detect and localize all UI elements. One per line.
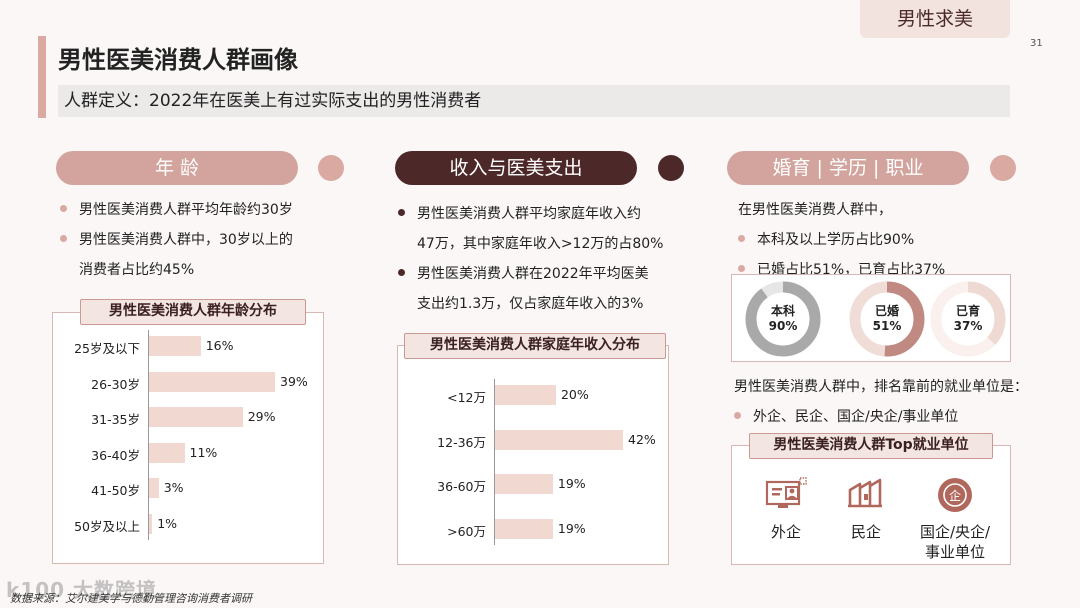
foreign-company-icon bbox=[764, 476, 808, 512]
state-enterprise-icon: 企 bbox=[936, 476, 974, 514]
bullet-item: 本科及以上学历占比90% bbox=[738, 225, 1058, 255]
bar bbox=[149, 478, 159, 498]
chart-axis bbox=[494, 379, 495, 545]
page-number: 31 bbox=[1030, 38, 1043, 49]
age-chart-title: 男性医美消费人群年龄分布 bbox=[80, 299, 306, 325]
donut-label: 已育 bbox=[955, 304, 980, 318]
education-donut: 本科 90% bbox=[744, 280, 822, 358]
category-label: 12-36万 bbox=[437, 434, 486, 450]
donut-arc bbox=[745, 281, 821, 357]
category-label: 26-30岁 bbox=[91, 376, 140, 392]
bullet-item: 男性医美消费人群中，30岁以上的 bbox=[60, 225, 360, 255]
employment-intro: 男性医美消费人群中，排名靠前的就业单位是： bbox=[734, 379, 1028, 395]
age-bullets: 男性医美消费人群平均年龄约30岁 男性医美消费人群中，30岁以上的 消费者占比约… bbox=[60, 195, 360, 285]
watermark: k100 大数跨境 bbox=[6, 578, 158, 602]
title-accent-bar bbox=[38, 36, 46, 118]
category-label: 36-60万 bbox=[437, 479, 486, 494]
profile-bullets: 在男性医美消费人群中， 本科及以上学历占比90% 已婚占比51%，已育占比37% bbox=[738, 195, 1058, 285]
bullet-item: 外企、民企、国企/央企/事业单位 bbox=[734, 402, 1074, 432]
income-chart-title: 男性医美消费人群家庭年收入分布 bbox=[404, 333, 666, 359]
value-label: 29% bbox=[247, 409, 276, 424]
page-title: 男性医美消费人群画像 bbox=[58, 46, 298, 74]
category-label: <12万 bbox=[447, 390, 486, 405]
value-label: 19% bbox=[557, 476, 586, 491]
bar bbox=[149, 371, 275, 392]
bar bbox=[495, 518, 553, 539]
audience-definition: 人群定义：2022年在医美上有过实际支出的男性消费者 bbox=[58, 85, 1010, 117]
donut-label: 本科 bbox=[770, 304, 795, 318]
income-distribution-chart: <12万 20% 12-36万 42% 36-60万 19% >60万 19% bbox=[397, 345, 669, 565]
section-tag: 男性求美 bbox=[860, 0, 1010, 38]
profile-intro: 在男性医美消费人群中， bbox=[738, 202, 892, 218]
donut-value: 90% bbox=[768, 319, 798, 333]
employer-label-state: 国企/央企/ 事业单位 bbox=[919, 523, 991, 561]
married-donut: 已婚 51% bbox=[848, 280, 926, 358]
category-label: 50岁及以上 bbox=[74, 518, 140, 534]
bar bbox=[149, 442, 185, 463]
value-label: 42% bbox=[628, 431, 656, 447]
donut-arc bbox=[930, 281, 1006, 357]
employer-label-foreign: 外企 bbox=[770, 523, 801, 541]
value-label: 11% bbox=[189, 444, 218, 460]
bar bbox=[495, 429, 623, 450]
svg-text:企: 企 bbox=[949, 488, 961, 503]
donut-label: 已婚 bbox=[874, 304, 899, 318]
bar bbox=[495, 474, 553, 494]
value-label: 16% bbox=[205, 338, 234, 353]
profile-section-pill: 婚育 | 学历 | 职业 bbox=[727, 151, 969, 185]
age-distribution-chart: 25岁及以下 16% 26-30岁 39% 31-35岁 29% 36-40岁 11% 41-5… bbox=[52, 312, 324, 564]
bar bbox=[149, 336, 201, 356]
value-label: 1% bbox=[157, 515, 178, 531]
category-label: >60万 bbox=[447, 523, 486, 539]
age-section-pill: 年 龄 bbox=[56, 151, 298, 185]
data-source: 数据来源：艾尔建美学与德勤管理咨询消费者调研 bbox=[10, 592, 252, 605]
bullet-continuation: 消费者占比约45% bbox=[79, 262, 195, 278]
value-label: 20% bbox=[560, 387, 589, 402]
income-section-pill: 收入与医美支出 bbox=[395, 151, 637, 185]
bullet-continuation: 支出约1.3万，仅占家庭年收入的3% bbox=[417, 296, 644, 312]
bar bbox=[149, 513, 153, 534]
value-label: 19% bbox=[557, 520, 586, 536]
donut-arc bbox=[849, 281, 925, 357]
parent-donut: 已育 37% bbox=[929, 280, 1007, 358]
bullet-item: 男性医美消费人群平均家庭年收入约 bbox=[398, 199, 698, 229]
profile-section-dot bbox=[990, 155, 1016, 181]
chart-axis bbox=[148, 330, 149, 540]
donut-value: 37% bbox=[953, 319, 983, 333]
income-bullets: 男性医美消费人群平均家庭年收入约 47万，其中家庭年收入>12万的占80% 男性… bbox=[398, 199, 698, 319]
category-label: 31-35岁 bbox=[91, 412, 140, 427]
bullet-item: 男性医美消费人群在2022年平均医美 bbox=[398, 259, 698, 289]
private-company-icon bbox=[846, 476, 886, 512]
bullet-item: 男性医美消费人群平均年龄约30岁 bbox=[60, 195, 360, 225]
bar bbox=[495, 385, 556, 405]
category-label: 36-40岁 bbox=[91, 447, 140, 463]
bullet-continuation: 47万，其中家庭年收入>12万的占80% bbox=[417, 236, 664, 252]
value-label: 3% bbox=[163, 480, 184, 495]
income-section-dot bbox=[658, 155, 684, 181]
age-section-dot bbox=[318, 155, 344, 181]
category-label: 25岁及以下 bbox=[74, 341, 140, 356]
bar bbox=[149, 407, 243, 427]
employer-label-private: 民企 bbox=[850, 523, 881, 541]
employment-text: 男性医美消费人群中，排名靠前的就业单位是： 外企、民企、国企/央企/事业单位 bbox=[734, 372, 1074, 432]
donut-value: 51% bbox=[872, 319, 902, 333]
category-label: 41-50岁 bbox=[91, 483, 140, 498]
employment-chart-title: 男性医美消费人群Top就业单位 bbox=[749, 433, 993, 459]
value-label: 39% bbox=[280, 373, 308, 389]
